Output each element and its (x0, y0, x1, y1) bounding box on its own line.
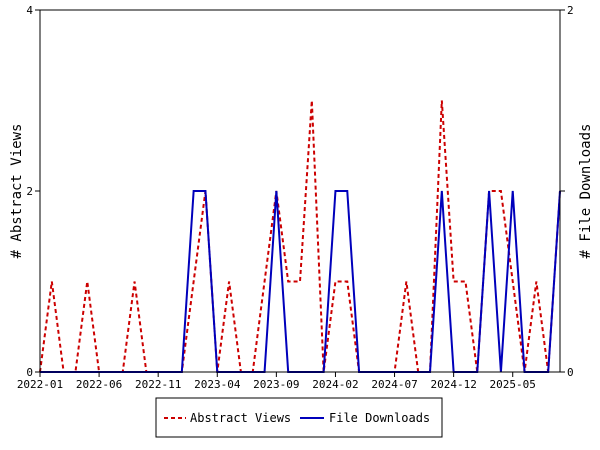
y-axis-title: # Abstract Views (9, 124, 25, 259)
x-tick-label: 2022-11 (135, 378, 181, 391)
x-tick-label: 2023-04 (194, 378, 241, 391)
legend: Abstract Views File Downloads (155, 397, 443, 438)
x-tick-label: 2024-07 (371, 378, 417, 391)
y-tick-label: 4 (26, 4, 33, 17)
x-tick-label: 2022-06 (76, 378, 122, 391)
plot-frame (39, 9, 561, 373)
tick-layer: 2022-01 2022-06 2022-11 2023-04 2023-09 2024-… (17, 4, 574, 391)
series-line-abstract-views (39, 100, 561, 373)
plot-layer (39, 100, 561, 373)
legend-label-abstract-views: Abstract Views (190, 411, 291, 425)
y2-tick-label: 2 (567, 4, 574, 17)
x-tick-label: 2023-09 (253, 378, 299, 391)
y2-axis-title: # File Downloads (578, 124, 594, 259)
legend-box (155, 397, 443, 438)
y2-tick-label: 0 (567, 366, 574, 379)
legend-label-file-downloads: File Downloads (329, 411, 430, 425)
x-tick-label: 2022-01 (17, 378, 63, 391)
x-tick-label: 2024-02 (312, 378, 358, 391)
y-tick-label: 2 (26, 185, 33, 198)
y-tick-label: 0 (26, 366, 33, 379)
series-line-file-downloads (40, 190, 561, 373)
x-tick-label: 2025-05 (490, 378, 536, 391)
x-tick-label: 2024-12 (430, 378, 476, 391)
